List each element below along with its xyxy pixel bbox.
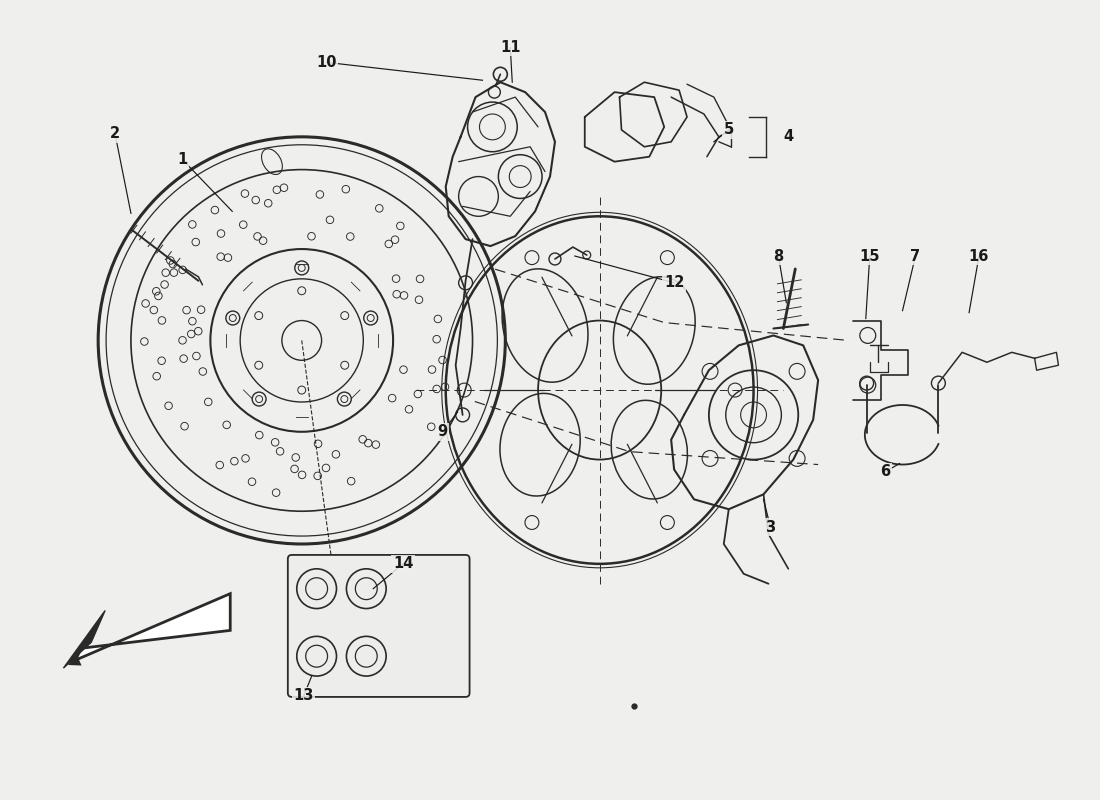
Text: 8: 8 — [773, 249, 783, 263]
Text: 13: 13 — [294, 689, 313, 703]
Text: 3: 3 — [766, 520, 775, 534]
Text: 11: 11 — [500, 40, 520, 55]
Polygon shape — [64, 610, 106, 668]
Text: 5: 5 — [724, 122, 734, 138]
Text: 16: 16 — [969, 249, 989, 263]
FancyBboxPatch shape — [288, 555, 470, 697]
Text: 2: 2 — [110, 126, 120, 142]
Text: 15: 15 — [859, 249, 880, 263]
Polygon shape — [75, 594, 230, 660]
Text: 7: 7 — [911, 249, 921, 263]
Text: 12: 12 — [664, 275, 684, 290]
Text: 10: 10 — [317, 55, 337, 70]
Text: 1: 1 — [177, 152, 188, 167]
Text: 4: 4 — [783, 130, 793, 144]
Text: 6: 6 — [881, 464, 891, 479]
Text: 14: 14 — [393, 556, 414, 571]
Text: 9: 9 — [438, 424, 448, 439]
